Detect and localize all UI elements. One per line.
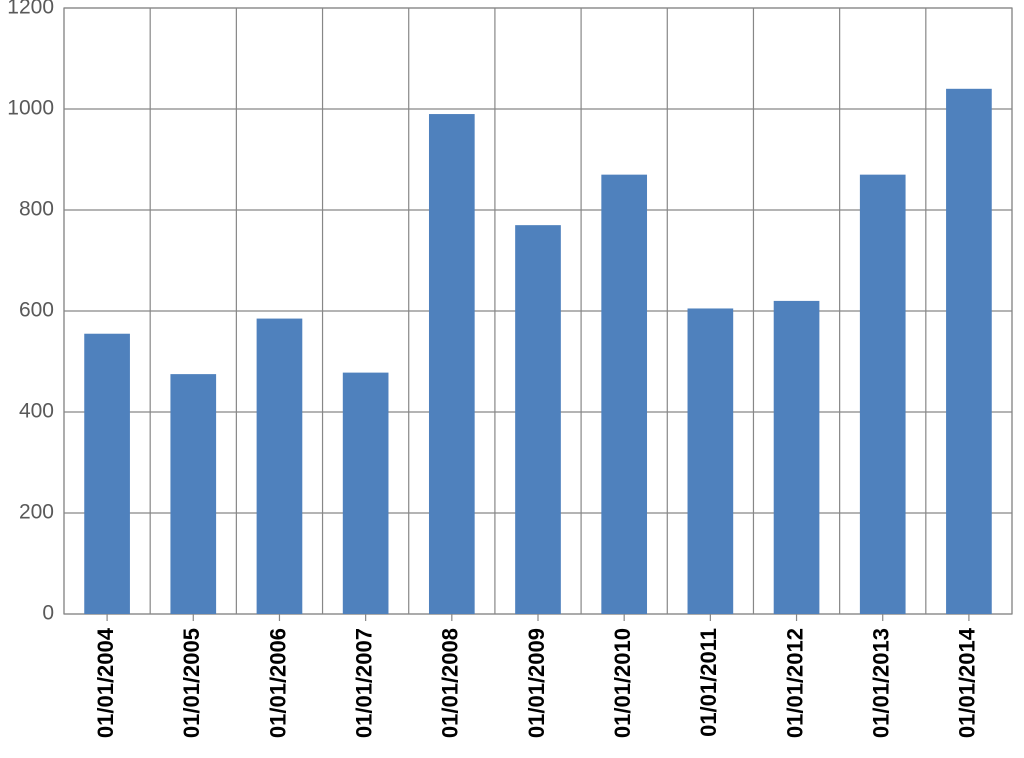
bar-chart: 0 200 400 600 800 1000 1200 01/01/2004 01/01/200… <box>0 0 1024 758</box>
ytick-label-0: 0 <box>42 602 54 625</box>
bar-5 <box>515 225 561 614</box>
bar-3 <box>343 373 389 614</box>
bar-0 <box>84 334 130 614</box>
ytick-label-600: 600 <box>19 299 54 322</box>
bar-2 <box>257 319 303 614</box>
bar-7 <box>688 308 734 614</box>
xtick-label-5: 01/01/2009 <box>524 628 549 738</box>
bar-10 <box>946 89 992 614</box>
bar-8 <box>774 301 820 614</box>
xtick-label-2: 01/01/2006 <box>265 628 290 738</box>
xtick-label-3: 01/01/2007 <box>351 628 376 738</box>
bar-1 <box>170 374 216 614</box>
bar-4 <box>429 114 475 614</box>
bar-9 <box>860 175 906 614</box>
ytick-label-200: 200 <box>19 501 54 524</box>
xtick-label-7: 01/01/2011 <box>696 628 721 737</box>
xtick-label-4: 01/01/2008 <box>438 628 463 738</box>
chart-svg: 0 200 400 600 800 1000 1200 01/01/2004 01/01/200… <box>0 0 1024 758</box>
xtick-label-6: 01/01/2010 <box>610 628 635 738</box>
xtick-label-0: 01/01/2004 <box>93 627 118 738</box>
bar-6 <box>601 175 647 614</box>
xtick-label-10: 01/01/2014 <box>955 627 980 738</box>
ytick-label-1200: 1200 <box>7 0 54 19</box>
xtick-label-9: 01/01/2013 <box>869 628 894 738</box>
xtick-label-8: 01/01/2012 <box>782 628 807 738</box>
ytick-label-400: 400 <box>19 400 54 423</box>
ytick-label-1000: 1000 <box>7 97 54 120</box>
xtick-label-1: 01/01/2005 <box>179 628 204 738</box>
ytick-label-800: 800 <box>19 198 54 221</box>
